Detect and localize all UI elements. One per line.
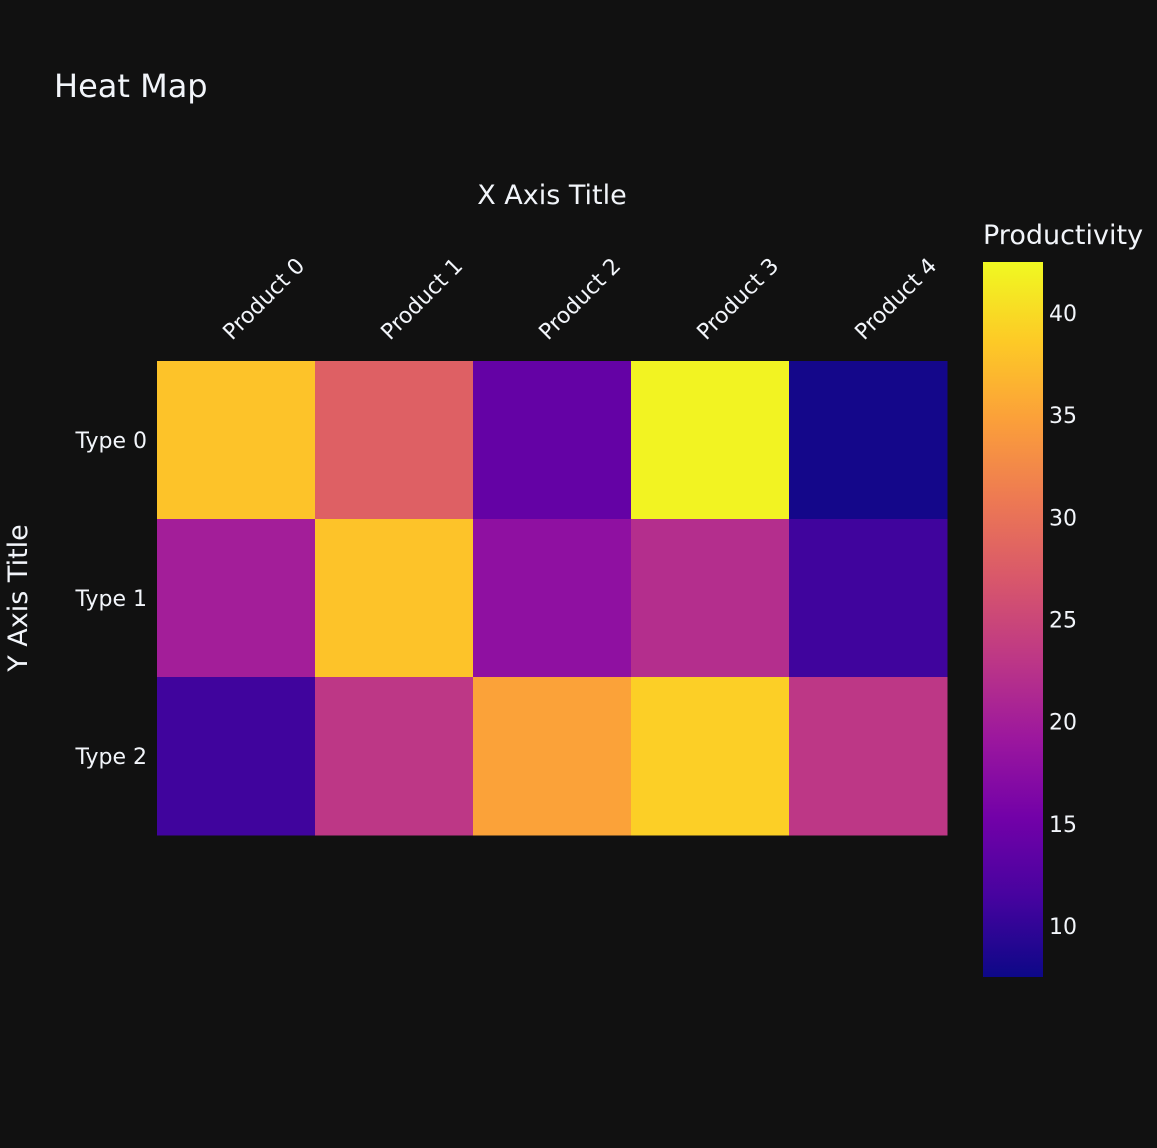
colorbar-tick-label: 20	[1049, 711, 1077, 736]
heatmap-cell	[157, 361, 316, 520]
heatmap-cell	[631, 677, 790, 836]
colorbar-ticks: 10 15 20 25 30 35 40	[1049, 302, 1077, 940]
heatmap-cell	[631, 361, 790, 520]
x-axis-title: X Axis Title	[477, 180, 627, 211]
heatmap-cell	[157, 519, 316, 678]
x-tick-label: Product 1	[377, 254, 469, 346]
y-tick-label: Type 2	[74, 745, 147, 770]
x-tick-label: Product 2	[535, 254, 627, 346]
y-tick-label: Type 0	[74, 429, 147, 454]
y-axis-title: Y Axis Title	[3, 524, 34, 673]
heatmap-cell	[315, 361, 474, 520]
colorbar-tick-label: 10	[1049, 915, 1077, 940]
heatmap-cell	[157, 677, 316, 836]
heatmap-cell	[789, 677, 948, 836]
chart-title: Heat Map	[54, 67, 208, 105]
heatmap-cell	[315, 677, 474, 836]
heatmap-cells	[157, 361, 948, 836]
colorbar-tick-label: 30	[1049, 506, 1077, 531]
heatmap-cell	[315, 519, 474, 678]
heatmap-cell	[789, 361, 948, 520]
heatmap-cell	[631, 519, 790, 678]
colorbar-gradient	[983, 262, 1043, 977]
heatmap-cell	[473, 677, 632, 836]
colorbar-tick-label: 35	[1049, 404, 1077, 429]
colorbar-tick-label: 15	[1049, 813, 1077, 838]
heatmap-cell	[473, 361, 632, 520]
x-axis-ticks: Product 0 Product 1 Product 2 Product 3 Prod…	[219, 254, 943, 346]
x-tick-label: Product 0	[219, 254, 311, 346]
x-tick-label: Product 4	[851, 254, 943, 346]
y-tick-label: Type 1	[74, 587, 147, 612]
colorbar-tick-label: 25	[1049, 609, 1077, 634]
y-axis-ticks: Type 0 Type 1 Type 2	[74, 429, 147, 770]
colorbar-tick-label: 40	[1049, 302, 1077, 327]
colorbar-title: Productivity	[983, 220, 1143, 251]
x-tick-label: Product 3	[693, 254, 785, 346]
heatmap-cell	[789, 519, 948, 678]
heatmap-cell	[473, 519, 632, 678]
colorbar: Productivity 10 15 20 25 30 35 40	[983, 220, 1143, 977]
